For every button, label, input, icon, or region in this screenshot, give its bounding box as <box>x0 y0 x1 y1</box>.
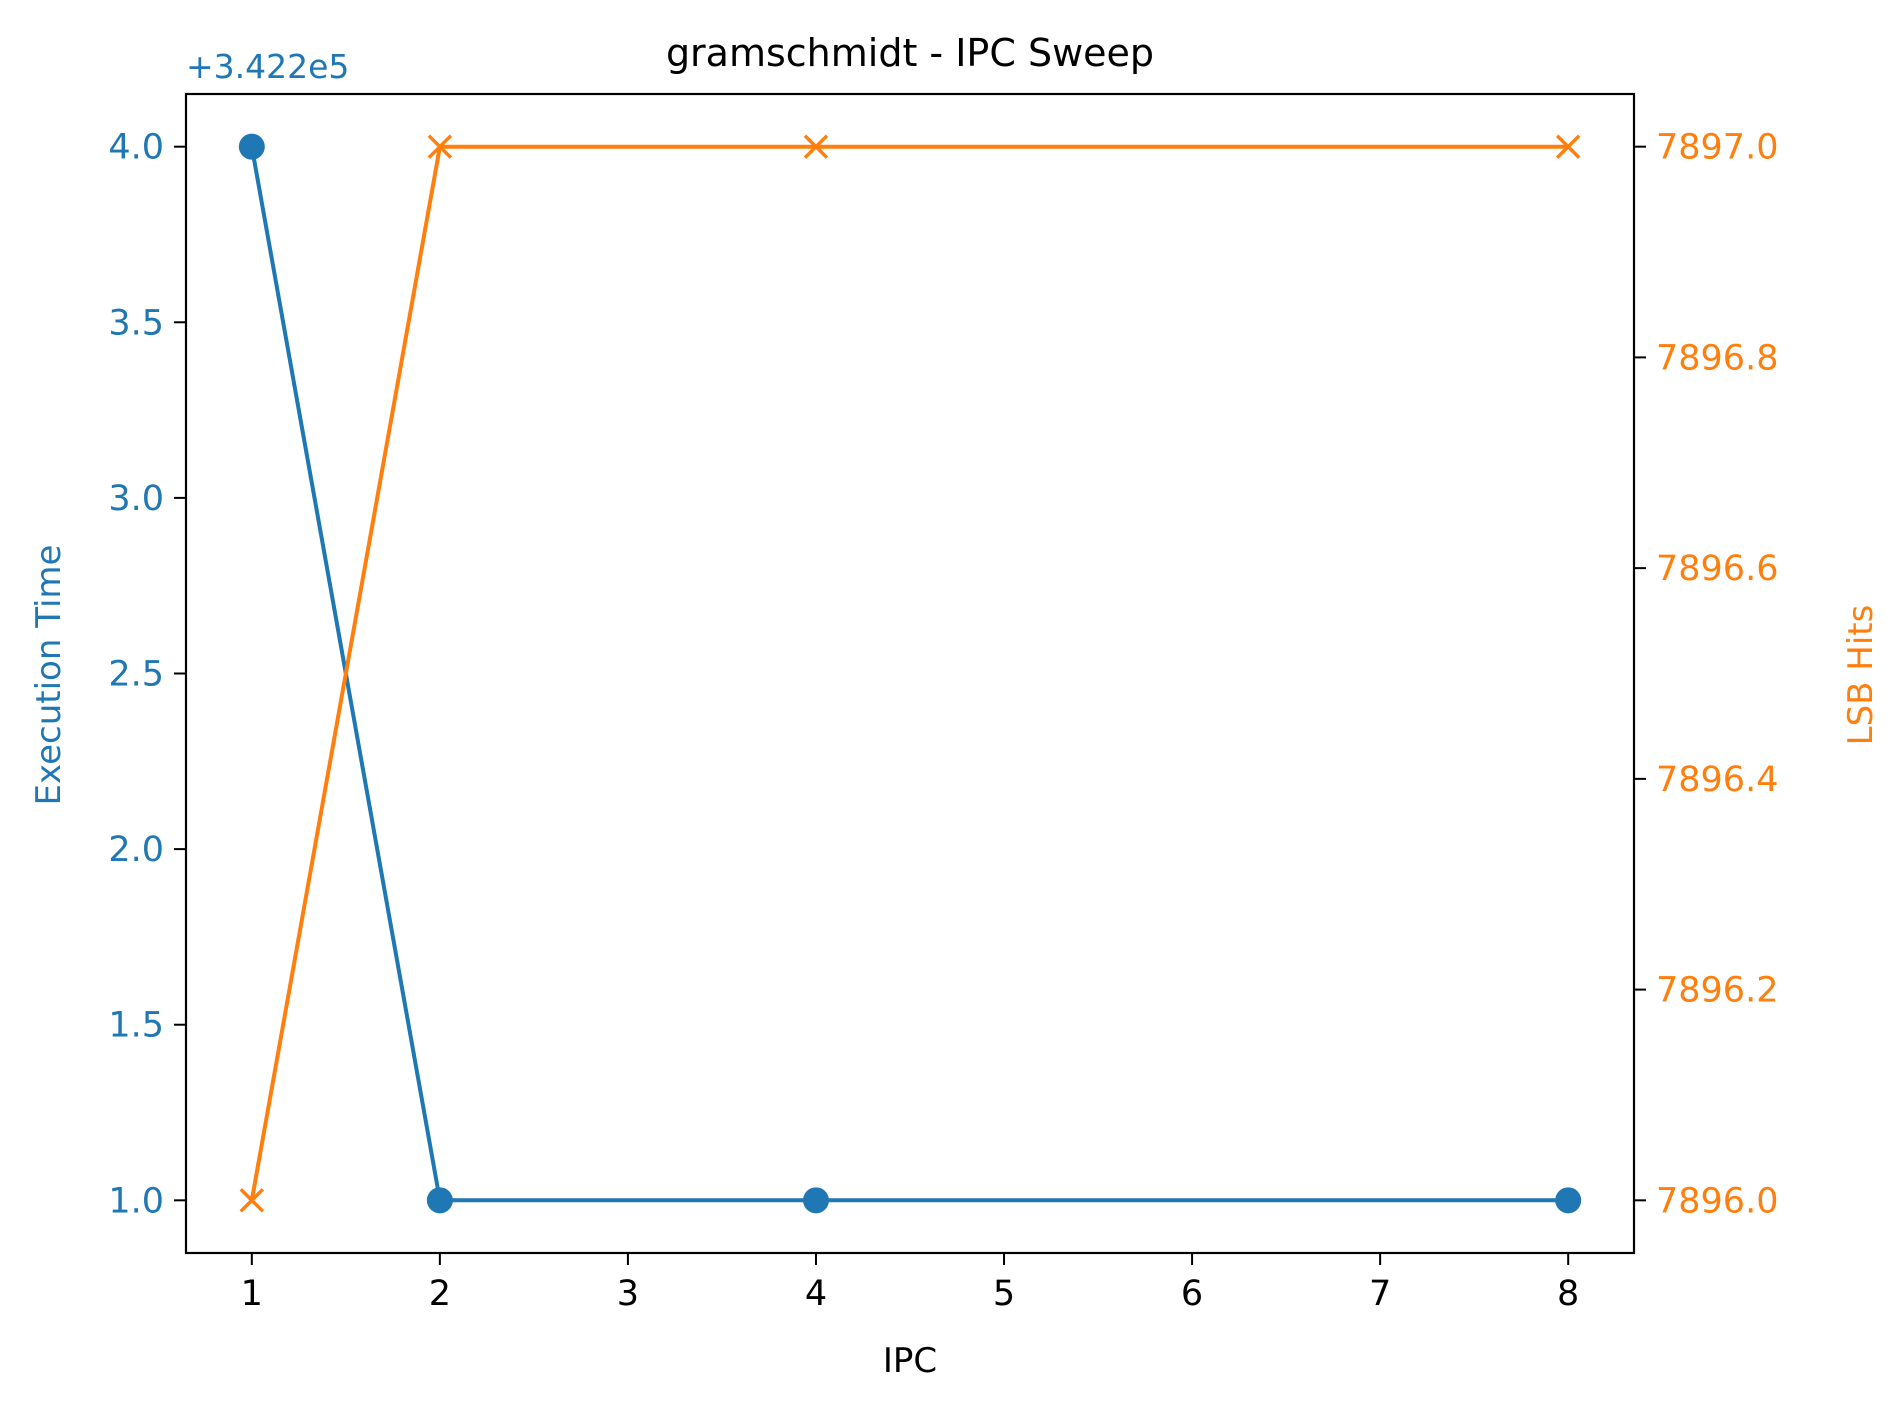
x-tick-label: 6 <box>1181 1274 1203 1314</box>
execution-time-point-1 <box>238 133 265 160</box>
left-y-tick-label: 2.5 <box>108 655 164 695</box>
left-axis-offset-text: +3.422e5 <box>186 47 349 86</box>
plot-layer <box>238 133 1582 1214</box>
lsb-hits-point-4 <box>803 134 829 159</box>
right-y-tick-label: 7896.2 <box>1656 971 1778 1011</box>
left-y-tick-label: 4.0 <box>108 128 164 168</box>
left-y-tick-label: 2.0 <box>108 830 164 870</box>
left-y-tick-label: 3.5 <box>108 303 164 343</box>
x-axis-label: IPC <box>883 1341 937 1381</box>
x-tick-label: 2 <box>429 1274 451 1314</box>
x-tick-label: 7 <box>1369 1274 1391 1314</box>
right-y-tick-label: 7896.0 <box>1656 1181 1778 1221</box>
right-y-tick-label: 7897.0 <box>1656 128 1778 168</box>
x-tick-label: 8 <box>1557 1274 1579 1314</box>
lsb-hits-point-8 <box>1555 134 1581 159</box>
right-axis-label: LSB Hits <box>1841 605 1881 746</box>
x-tick-label: 3 <box>617 1274 639 1314</box>
execution-time-point-8 <box>1555 1187 1582 1214</box>
lsb-hits-point-2 <box>427 134 453 159</box>
x-tick-label: 4 <box>805 1274 827 1314</box>
chart-title: gramschmidt - IPC Sweep <box>666 31 1154 75</box>
right-y-tick-label: 7896.6 <box>1656 549 1778 589</box>
x-tick-label: 1 <box>241 1274 263 1314</box>
left-y-tick-label: 1.0 <box>108 1181 164 1221</box>
series-line-lsb-hits <box>249 144 1569 1201</box>
left-axis-label: Execution Time <box>29 545 69 806</box>
axes-layer: 1 2 3 4 5 6 7 8 1.0 1.5 2.0 2.5 3.0 3.5 4.0 7896.0 7896.… <box>108 92 1778 1314</box>
right-y-tick-label: 7896.4 <box>1656 760 1778 800</box>
execution-time-point-4 <box>802 1187 829 1214</box>
left-y-tick-label: 3.0 <box>108 479 164 519</box>
right-y-tick-label: 7896.8 <box>1656 338 1778 378</box>
x-tick-label: 5 <box>993 1274 1015 1314</box>
left-y-tick-label: 1.5 <box>108 1006 164 1046</box>
lsb-hits-point-1 <box>239 1188 265 1213</box>
execution-time-point-2 <box>426 1187 453 1214</box>
